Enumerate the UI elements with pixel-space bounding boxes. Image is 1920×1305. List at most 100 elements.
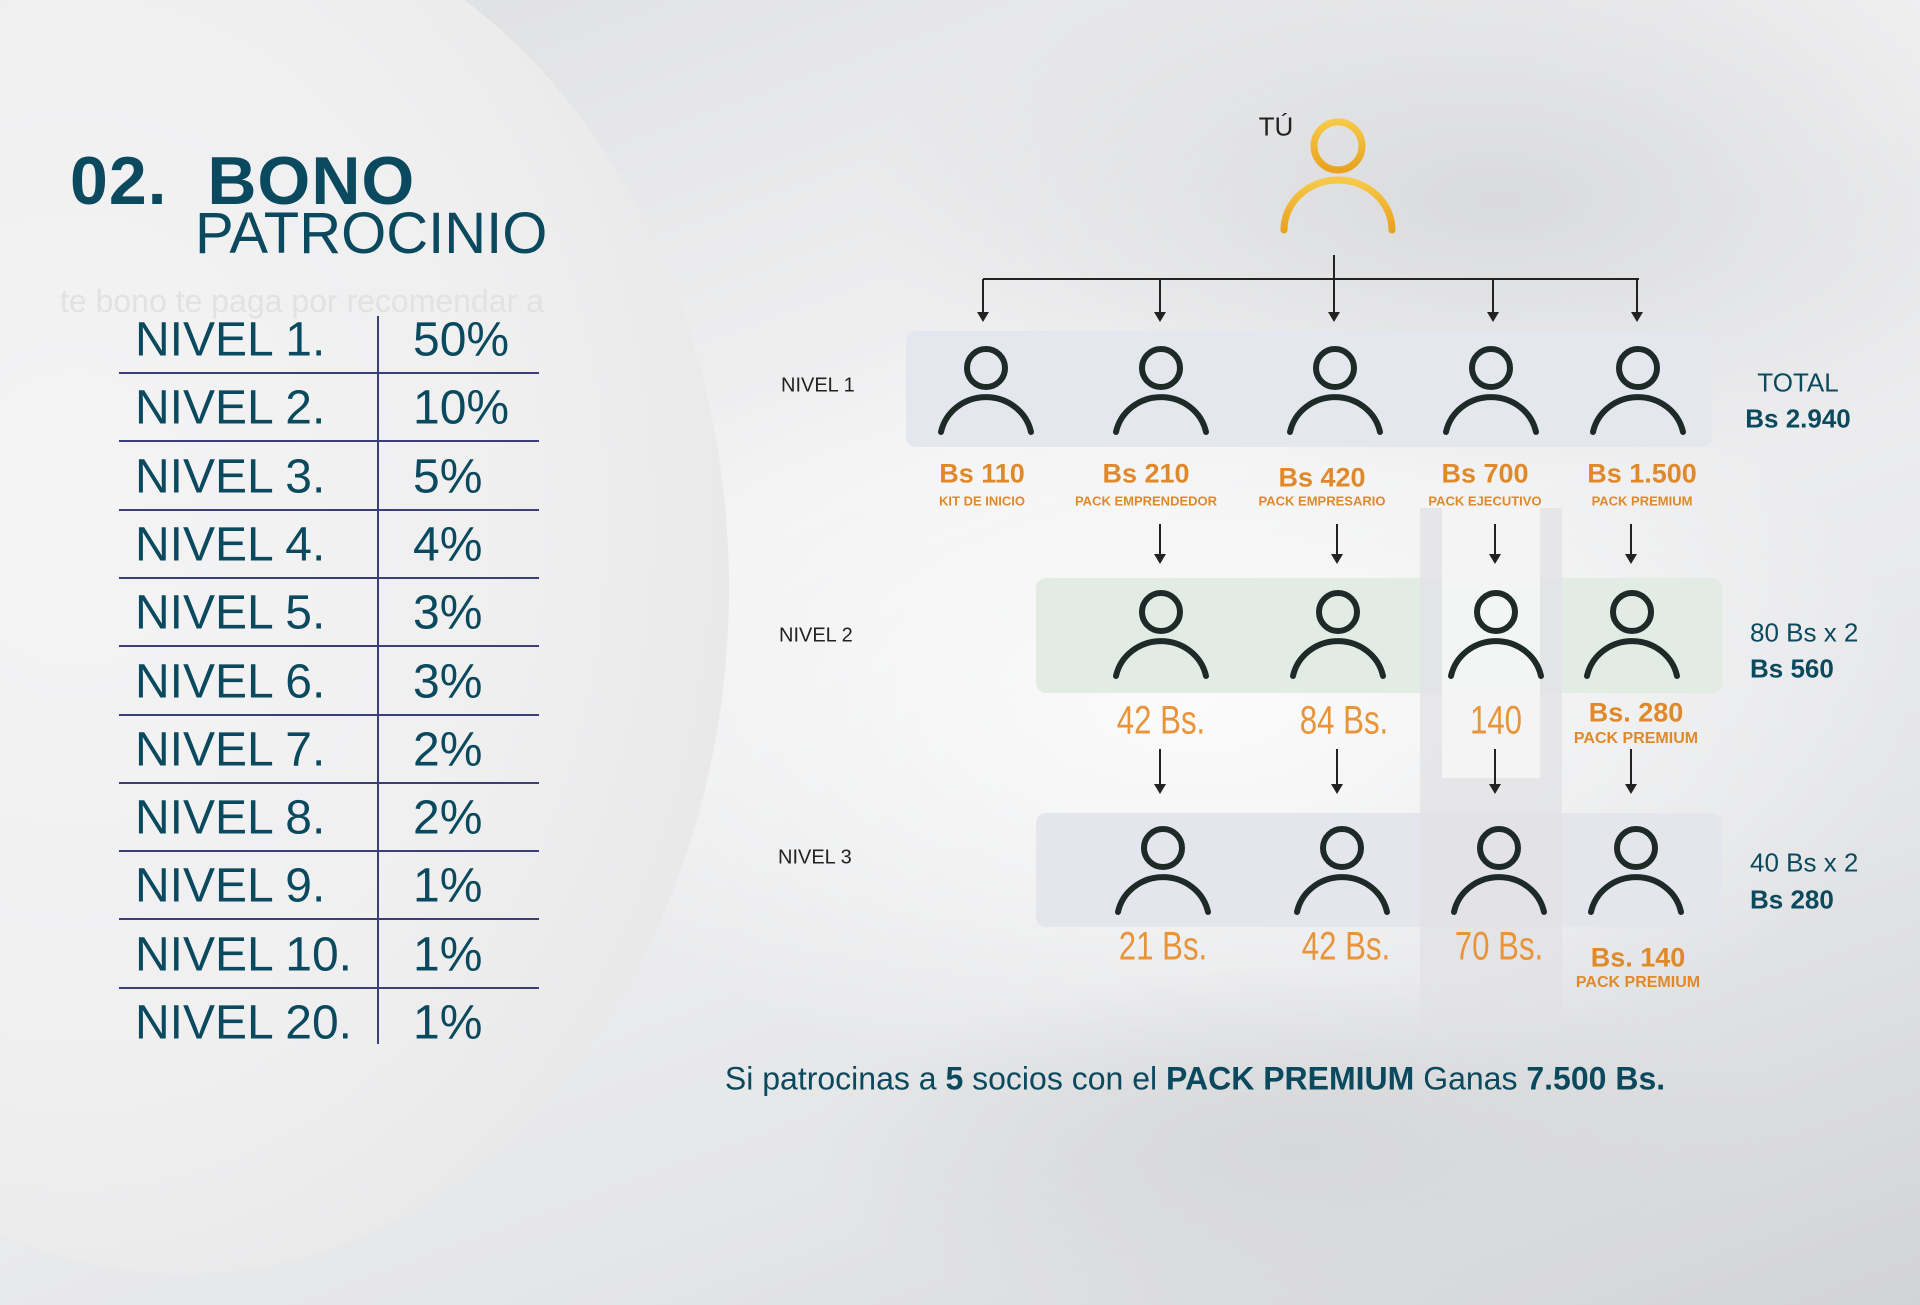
person-icon (1588, 826, 1684, 915)
arrow-down-icon (1153, 524, 1167, 564)
level3-calc: 40 Bs x 2 (1750, 847, 1859, 878)
arrow-down-icon (1624, 524, 1638, 564)
row-divider (119, 781, 539, 784)
pack-name: PACK PREMIUM (1591, 493, 1693, 509)
table-row: NIVEL 3. 5% (119, 443, 539, 511)
level2-total: Bs 560 (1750, 653, 1834, 684)
level2-calc: 80 Bs x 2 (1750, 617, 1859, 648)
row-divider (119, 713, 539, 716)
summary-text: socios con el (963, 1060, 1166, 1097)
level2-commission: 140 (1469, 698, 1523, 743)
table-row: NIVEL 7. 2% (119, 716, 539, 784)
level-label: NIVEL 3 (778, 846, 852, 869)
level-percent: 10% (413, 381, 510, 435)
pack-price: Bs 420 (1278, 462, 1366, 493)
level1-band (906, 331, 1712, 447)
level3-commission: 70 Bs. (1454, 924, 1544, 969)
person-icon (1294, 826, 1390, 915)
faint-description: te bono te paga por recomendar a (60, 283, 544, 320)
person-icon (1451, 826, 1547, 915)
level-percent: 50% (413, 313, 510, 367)
person-icon (1287, 346, 1383, 435)
row-divider (119, 440, 539, 443)
connector-line (1333, 255, 1335, 280)
pack-price: Bs 110 (939, 458, 1025, 489)
level-name: NIVEL 10. (135, 928, 353, 982)
arrow-down-icon (1488, 749, 1502, 794)
level2-commission: 42 Bs. (1116, 698, 1206, 743)
level-name: NIVEL 3. (135, 450, 326, 504)
summary-text: Si patrocinas a (724, 1060, 946, 1097)
person-icon (1290, 590, 1386, 679)
table-row: NIVEL 20. 1% (119, 989, 539, 1057)
summary-pack: PACK PREMIUM (1166, 1060, 1415, 1097)
table-row: NIVEL 10. 1% (119, 921, 539, 989)
level-label: NIVEL 2 (779, 624, 853, 647)
level2-premium-price: Bs. 280 (1588, 697, 1684, 728)
level-name: NIVEL 20. (135, 996, 353, 1050)
level-percent: 1% (413, 859, 483, 913)
person-icon (1443, 346, 1539, 435)
level3-commission: 21 Bs. (1118, 924, 1208, 969)
level3-premium-pack: PACK PREMIUM (1575, 974, 1701, 991)
row-divider (119, 576, 539, 579)
person-icon (938, 346, 1034, 435)
title-number: 02. (70, 143, 168, 219)
person-icon (1584, 590, 1680, 679)
summary-count: 5 (945, 1060, 964, 1097)
level-name: NIVEL 9. (135, 859, 326, 913)
person-icon (1448, 590, 1544, 679)
level-name: NIVEL 7. (135, 723, 326, 777)
title-line-2: PATROCINIO (195, 201, 548, 266)
level-percent: 1% (413, 996, 483, 1050)
level-percent: 1% (413, 928, 483, 982)
arrow-down-icon (976, 279, 990, 322)
row-divider (119, 850, 539, 853)
arrow-down-icon (1330, 749, 1344, 794)
level-label: NIVEL 1 (781, 374, 855, 397)
level-percent: 2% (413, 791, 483, 845)
level-name: NIVEL 6. (135, 655, 326, 708)
pack-name: PACK EJECUTIVO (1428, 493, 1542, 509)
level-percent: 4% (413, 518, 483, 572)
pack-name: PACK EMPRENDEDOR (1074, 493, 1218, 509)
level3-commission: 42 Bs. (1301, 924, 1391, 969)
level-percent: 5% (413, 450, 483, 504)
row-divider (119, 986, 539, 989)
faint-text: te bono te paga por recomendar a (60, 283, 544, 319)
summary-sentence: Si patrocinas a 5 socios con el PACK PRE… (725, 1061, 1665, 1098)
arrow-down-icon (1153, 749, 1167, 794)
table-row: NIVEL 8. 2% (119, 784, 539, 853)
level3-total: Bs 280 (1750, 884, 1834, 915)
title-line-1: 02. BONO (70, 142, 415, 220)
title-word: BONO (207, 143, 416, 219)
person-icon (1590, 346, 1686, 435)
you-label: TÚ (1258, 111, 1294, 142)
level-name: NIVEL 5. (135, 586, 326, 640)
total-label: TOTAL (1757, 367, 1839, 398)
row-divider (119, 918, 539, 921)
row-divider (119, 372, 539, 374)
background-circle (0, 0, 729, 1274)
row-divider (119, 508, 539, 511)
level-percent: 2% (413, 723, 483, 777)
summary-text: Ganas (1414, 1060, 1527, 1097)
person-icon (1113, 590, 1209, 679)
table-row: NIVEL 4. 4% (119, 511, 539, 579)
arrow-down-icon (1330, 524, 1344, 564)
level-name: NIVEL 4. (135, 518, 326, 572)
summary-amount: 7.500 Bs. (1526, 1060, 1666, 1097)
pack-price: Bs 700 (1441, 458, 1529, 489)
level2-commission: 84 Bs. (1299, 698, 1389, 743)
arrow-down-icon (1486, 279, 1500, 322)
table-row: NIVEL 5. 3% (119, 579, 539, 648)
arrow-down-icon (1153, 279, 1167, 322)
pack-price: Bs 1.500 (1587, 458, 1697, 489)
person-icon (1113, 346, 1209, 435)
connector-line (983, 278, 1639, 280)
person-icon (1280, 118, 1396, 234)
level3-premium-price: Bs. 140 (1590, 942, 1686, 973)
level2-premium-pack: PACK PREMIUM (1573, 730, 1699, 747)
arrow-down-icon (1327, 279, 1341, 322)
table-row: NIVEL 6. 3% (119, 648, 539, 716)
